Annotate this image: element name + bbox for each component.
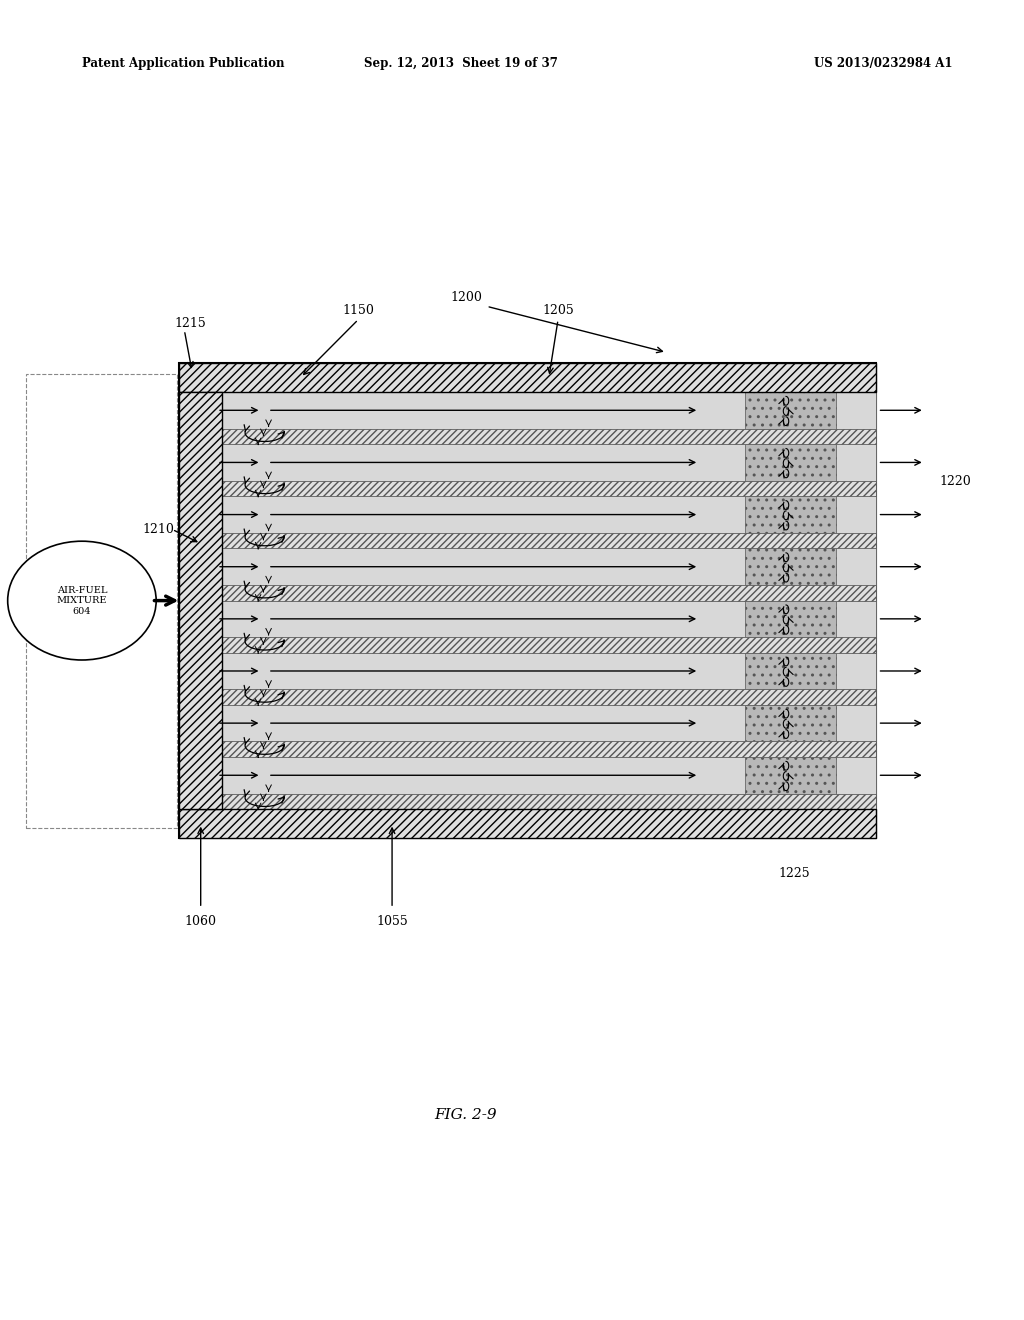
Bar xyxy=(222,742,876,758)
Text: Sep. 12, 2013  Sheet 19 of 37: Sep. 12, 2013 Sheet 19 of 37 xyxy=(364,57,558,70)
Bar xyxy=(179,363,876,392)
Bar xyxy=(222,689,876,705)
Bar xyxy=(744,549,837,585)
Bar xyxy=(744,653,837,689)
Text: AIR-FUEL
MIXTURE
604: AIR-FUEL MIXTURE 604 xyxy=(56,586,108,615)
Text: US 2013/0232984 A1: US 2013/0232984 A1 xyxy=(814,57,952,70)
Text: FIG. 2-9: FIG. 2-9 xyxy=(434,1109,498,1122)
Bar xyxy=(744,756,837,793)
Text: Patent Application Publication: Patent Application Publication xyxy=(82,57,285,70)
Bar xyxy=(222,601,876,638)
Text: 1210: 1210 xyxy=(142,523,174,536)
Bar xyxy=(222,496,876,533)
Text: 1060: 1060 xyxy=(184,915,217,928)
Bar xyxy=(222,756,876,793)
Bar xyxy=(26,374,177,828)
Text: 1055: 1055 xyxy=(376,915,408,928)
Bar xyxy=(222,533,876,549)
Bar xyxy=(179,363,876,838)
Bar xyxy=(222,392,876,429)
Text: 1215: 1215 xyxy=(174,317,206,330)
Text: 1220: 1220 xyxy=(939,475,971,488)
Bar xyxy=(179,392,222,809)
Bar xyxy=(222,793,876,809)
Bar xyxy=(744,444,837,480)
Text: 1200: 1200 xyxy=(450,290,482,304)
Bar xyxy=(179,809,876,838)
Bar xyxy=(222,429,876,444)
Bar xyxy=(222,705,876,742)
Bar xyxy=(222,549,876,585)
Bar xyxy=(744,601,837,638)
Bar xyxy=(222,444,876,480)
Text: 1225: 1225 xyxy=(778,867,810,880)
Bar xyxy=(744,705,837,742)
Ellipse shape xyxy=(7,541,156,660)
Bar xyxy=(222,480,876,496)
Text: 1205: 1205 xyxy=(542,304,574,317)
Bar xyxy=(222,638,876,652)
Bar xyxy=(744,392,837,429)
Bar xyxy=(744,496,837,533)
Bar xyxy=(222,653,876,689)
Text: 1150: 1150 xyxy=(342,304,375,317)
Bar xyxy=(222,585,876,601)
